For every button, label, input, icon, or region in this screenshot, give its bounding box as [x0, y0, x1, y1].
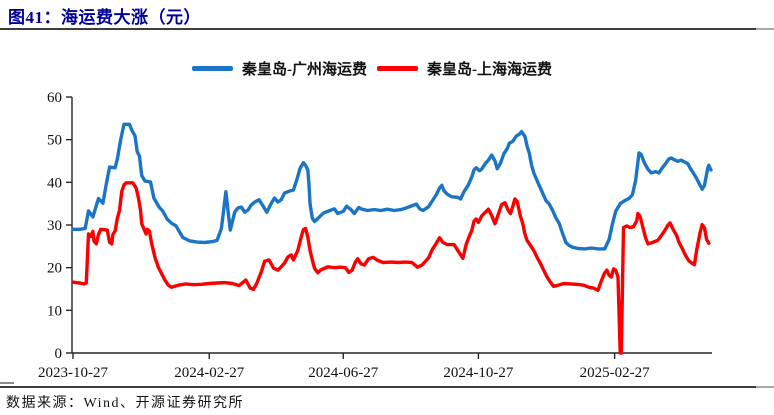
- y-tick-label: 50: [47, 133, 62, 149]
- title-divider-tip: [756, 28, 774, 30]
- shanghai-freight-line: [71, 181, 711, 355]
- legend-label-shanghai: 秦皇岛-上海海运费: [427, 62, 552, 78]
- guangzhou-freight-line: [71, 122, 713, 251]
- legend-label-guangzhou: 秦皇岛-广州海运费: [242, 62, 367, 78]
- title-divider: [0, 28, 774, 30]
- y-tick-label: 30: [47, 218, 62, 234]
- y-tick-label: 0: [55, 346, 63, 362]
- legend-item-shanghai: 秦皇岛-上海海运费: [377, 58, 552, 79]
- y-tick-label: 10: [47, 303, 62, 319]
- footer-divider-tip: [756, 386, 774, 388]
- chart-legend: 秦皇岛-广州海运费 秦皇岛-上海海运费: [0, 58, 759, 79]
- y-tick-label: 60: [47, 90, 62, 106]
- x-tick-label: 2023-10-27: [38, 365, 108, 381]
- chart-area: 0 10 20 30 40 50 60 2023-10-27 2024-02-27 2024-06…: [0, 86, 774, 386]
- footer-divider-dash: [0, 382, 14, 384]
- source-note: 数据来源：Wind、开源证券研究所: [6, 396, 245, 411]
- y-tick-label: 20: [47, 261, 62, 277]
- x-tick-label: 2024-02-27: [174, 365, 244, 381]
- x-tick-label: 2024-10-27: [443, 365, 513, 381]
- footer-divider: [0, 382, 774, 388]
- x-tick-label: 2024-06-27: [308, 365, 378, 381]
- shanghai-line-swatch: [377, 66, 418, 71]
- guangzhou-line-swatch: [192, 66, 233, 71]
- figure-title: 图41：海运费大涨（元）: [8, 8, 201, 27]
- freight-line-chart: 0 10 20 30 40 50 60 2023-10-27 2024-02-27 2024-06…: [38, 90, 713, 381]
- y-tick-label: 40: [47, 175, 62, 191]
- x-tick-label: 2025-02-27: [580, 365, 650, 381]
- legend-item-guangzhou: 秦皇岛-广州海运费: [192, 58, 367, 79]
